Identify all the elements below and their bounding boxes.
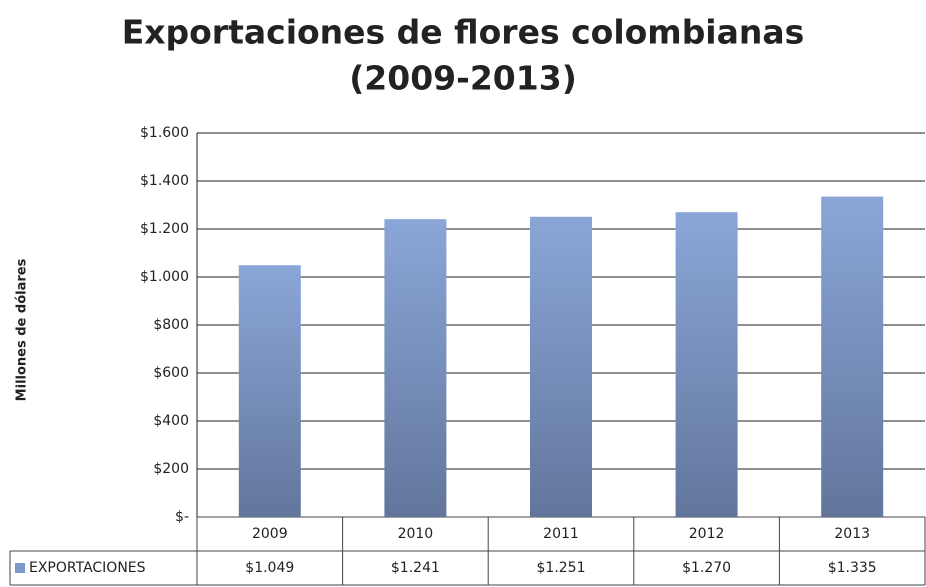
x-tick-label: 2009 (252, 526, 288, 542)
legend-label: EXPORTACIONES (29, 560, 146, 576)
y-tick-label: $- (175, 509, 189, 525)
data-label: $1.241 (391, 560, 440, 576)
x-tick-label: 2010 (398, 526, 434, 542)
chart-subtitle: (2009-2013) (349, 59, 577, 98)
bar (530, 216, 592, 517)
y-tick-label: $800 (153, 317, 189, 333)
x-tick-label: 2011 (543, 526, 579, 542)
y-tick-label: $400 (153, 413, 189, 429)
data-label: $1.049 (245, 560, 294, 576)
y-tick-label: $200 (153, 461, 189, 477)
data-label: $1.270 (682, 560, 731, 576)
bar (384, 219, 447, 517)
bar (675, 212, 738, 517)
data-label: $1.251 (537, 560, 586, 576)
data-label: $1.335 (828, 560, 877, 576)
x-tick-label: 2012 (689, 526, 725, 542)
legend-swatch (15, 563, 25, 573)
x-tick-label: 2013 (834, 526, 870, 542)
chart-title: Exportaciones de flores colombianas (122, 13, 805, 52)
y-tick-label: $1.400 (140, 173, 189, 189)
bar (238, 265, 301, 517)
y-tick-label: $1.000 (140, 269, 189, 285)
y-tick-label: $1.600 (140, 125, 189, 141)
y-axis-label: Millones de dólares (15, 258, 30, 401)
bar (821, 196, 884, 517)
y-tick-label: $600 (153, 365, 189, 381)
y-tick-label: $1.200 (140, 221, 189, 237)
